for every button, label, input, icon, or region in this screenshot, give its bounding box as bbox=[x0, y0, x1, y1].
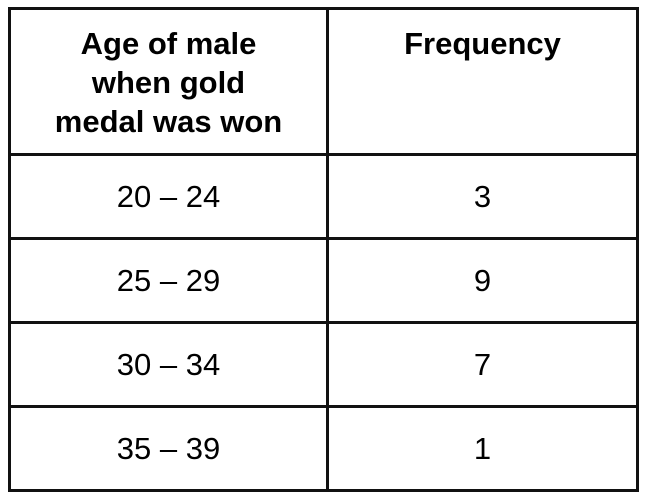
table-row: 30 – 34 7 bbox=[8, 321, 639, 408]
age-range-cell: 25 – 29 bbox=[8, 237, 329, 324]
table-row: 35 – 39 1 bbox=[8, 405, 639, 492]
frequency-cell: 7 bbox=[326, 321, 639, 408]
table-row: 20 – 24 3 bbox=[8, 153, 639, 240]
frequency-header-label: Frequency bbox=[404, 26, 561, 61]
age-range-cell: 35 – 39 bbox=[8, 405, 329, 492]
header-row: Age of male when gold medal was won Freq… bbox=[8, 7, 639, 156]
frequency-cell: 1 bbox=[326, 405, 639, 492]
frequency-cell: 3 bbox=[326, 153, 639, 240]
age-header-line: when gold bbox=[91, 65, 246, 100]
age-column-header: Age of male when gold medal was won bbox=[8, 7, 329, 156]
age-header-line: Age of male bbox=[80, 26, 257, 61]
age-range-cell: 20 – 24 bbox=[8, 153, 329, 240]
age-range-cell: 30 – 34 bbox=[8, 321, 329, 408]
frequency-table: Age of male when gold medal was won Freq… bbox=[8, 7, 639, 492]
age-header-line: medal was won bbox=[54, 104, 283, 139]
frequency-cell: 9 bbox=[326, 237, 639, 324]
table-row: 25 – 29 9 bbox=[8, 237, 639, 324]
frequency-column-header: Frequency bbox=[326, 7, 639, 156]
